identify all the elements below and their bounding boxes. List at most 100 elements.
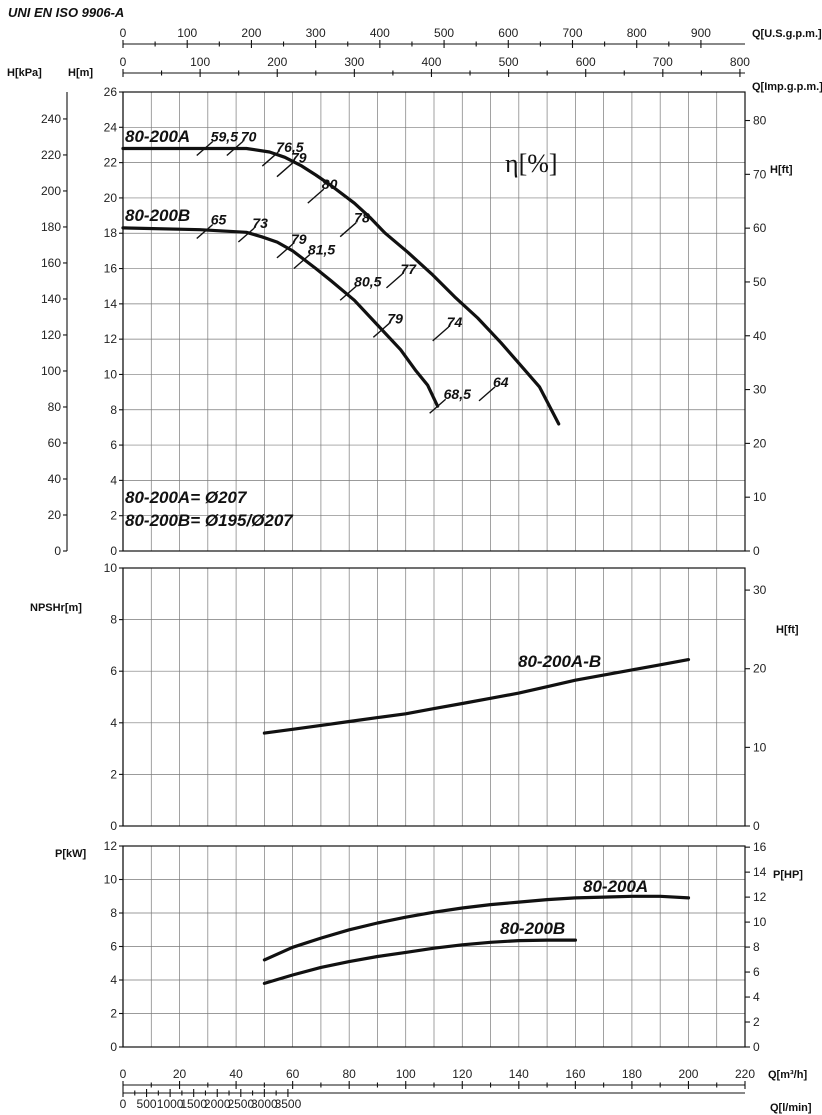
head-kpa-tick-label: 160 — [41, 256, 61, 270]
power-kw-tick-label: 10 — [104, 873, 118, 887]
head-ft-tick-label: 10 — [753, 490, 767, 504]
efficiency-label: 77 — [400, 261, 417, 277]
head-kpa-tick-label: 120 — [41, 328, 61, 342]
head-ft-tick-label: 30 — [753, 383, 767, 397]
x-m3h-tick-label: 20 — [173, 1067, 187, 1081]
power-hp-tick-label: 10 — [753, 915, 767, 929]
power-curve-80-200A — [262, 894, 691, 962]
x-m3h-label: Q[m³/h] — [768, 1069, 807, 1081]
power-hp-unit: P[HP] — [773, 869, 803, 881]
power-label-80-200B: 80-200B — [500, 919, 565, 938]
npsh-m-tick-label: 6 — [110, 664, 117, 678]
head-m-tick-label: 14 — [104, 297, 118, 311]
head-m-tick-label: 6 — [110, 438, 117, 452]
efficiency-label: 68,5 — [444, 386, 471, 402]
x-m3h-tick-label: 80 — [343, 1067, 357, 1081]
head-m-tick-label: 24 — [104, 120, 118, 134]
x-impgpm-tick-label: 300 — [344, 55, 364, 69]
head-kpa-tick-label: 180 — [41, 220, 61, 234]
efficiency-label: 64 — [493, 374, 509, 390]
npsh-ft-tick-label: 30 — [753, 583, 767, 597]
x-usgpm-tick-label: 0 — [120, 26, 127, 40]
annotation-diameter-a: 80-200A= Ø207 — [125, 488, 248, 507]
power-hp-tick-label: 14 — [753, 865, 767, 879]
head-m-tick-label: 4 — [110, 473, 117, 487]
x-impgpm-tick-label: 100 — [190, 55, 210, 69]
x-lmin-tick-label: 1500 — [180, 1097, 207, 1111]
x-lmin-tick-label: 2500 — [227, 1097, 254, 1111]
efficiency-mark — [478, 386, 496, 402]
head-kpa-tick-label: 240 — [41, 112, 61, 126]
efficiency-mark — [276, 243, 294, 259]
x-m3h-tick-label: 120 — [452, 1067, 472, 1081]
x-m3h-tick-label: 100 — [396, 1067, 416, 1081]
head-ft-tick-label: 40 — [753, 329, 767, 343]
x-impgpm-tick-label: 600 — [576, 55, 596, 69]
efficiency-mark — [196, 223, 214, 239]
efficiency-mark — [432, 326, 450, 342]
efficiency-label: 81,5 — [308, 241, 335, 257]
power-kw-tick-label: 0 — [110, 1040, 117, 1054]
x-lmin-tick-label: 2000 — [204, 1097, 231, 1111]
head-kpa-tick-label: 20 — [48, 508, 62, 522]
x-impgpm-label: Q[Imp.g.p.m.] — [752, 81, 822, 93]
efficiency-label: 70 — [241, 128, 257, 144]
power-hp-tick-label: 2 — [753, 1015, 760, 1029]
power-kw-tick-label: 8 — [110, 906, 117, 920]
efficiency-label: 79 — [291, 150, 307, 166]
head-m-tick-label: 20 — [104, 191, 118, 205]
head-m-tick-label: 12 — [104, 332, 118, 346]
efficiency-mark — [372, 322, 390, 338]
efficiency-mark — [293, 253, 311, 270]
head-ft-tick-label: 0 — [753, 544, 760, 558]
x-m3h-tick-label: 200 — [678, 1067, 698, 1081]
standard-title: UNI EN ISO 9906-A — [8, 5, 124, 20]
head-ft-tick-label: 50 — [753, 275, 767, 289]
npsh-m-tick-label: 2 — [110, 767, 117, 781]
power-curve-80-200B — [262, 938, 577, 985]
power-hp-tick-label: 8 — [753, 940, 760, 954]
power-hp-tick-label: 12 — [753, 890, 767, 904]
efficiency-mark — [339, 285, 357, 301]
head-kpa-tick-label: 60 — [48, 436, 62, 450]
efficiency-label: 79 — [291, 231, 307, 247]
x-lmin-tick-label: 3500 — [275, 1097, 302, 1111]
head-ft-tick-label: 20 — [753, 436, 767, 450]
efficiency-label: 79 — [387, 310, 403, 326]
x-usgpm-label: Q[U.S.g.p.m.] — [752, 28, 822, 40]
head-ft-tick-label: 80 — [753, 114, 767, 128]
efficiency-label: 80,5 — [354, 273, 381, 289]
head-kpa-tick-label: 140 — [41, 292, 61, 306]
head-kpa-tick-label: 0 — [54, 544, 61, 558]
efficiency-label: 76,5 — [276, 139, 303, 155]
head-m-tick-label: 0 — [110, 544, 117, 558]
power-kw-tick-label: 12 — [104, 839, 118, 853]
x-usgpm-tick-label: 300 — [306, 26, 326, 40]
head-ft-unit: H[ft] — [770, 164, 793, 176]
x-lmin-tick-label: 1000 — [157, 1097, 184, 1111]
npsh-ft-tick-label: 20 — [753, 662, 767, 676]
efficiency-label: 65 — [211, 211, 227, 227]
x-impgpm-tick-label: 700 — [653, 55, 673, 69]
efficiency-mark — [276, 162, 294, 178]
head-curve-80-200A — [121, 146, 561, 426]
x-impgpm-tick-label: 0 — [120, 55, 127, 69]
head-label-80-200B: 80-200B — [125, 206, 190, 225]
annotation-diameter-b: 80-200B= Ø195/Ø207 — [125, 511, 294, 530]
power-hp-tick-label: 4 — [753, 990, 760, 1004]
curves-layer — [121, 140, 691, 985]
head-m-unit: H[m] — [68, 67, 93, 79]
x-usgpm-tick-label: 800 — [627, 26, 647, 40]
npsh-ft-tick-label: 0 — [753, 819, 760, 833]
x-lmin-tick-label: 500 — [137, 1097, 157, 1111]
x-m3h-tick-label: 180 — [622, 1067, 642, 1081]
head-m-tick-label: 10 — [104, 367, 118, 381]
head-m-tick-label: 2 — [110, 509, 117, 523]
head-kpa-tick-label: 220 — [41, 148, 61, 162]
x-impgpm-tick-label: 200 — [267, 55, 287, 69]
x-m3h-tick-label: 140 — [509, 1067, 529, 1081]
x-usgpm-tick-label: 200 — [241, 26, 261, 40]
head-m-tick-label: 18 — [104, 226, 118, 240]
npsh-m-tick-label: 8 — [110, 613, 117, 627]
x-m3h-tick-label: 40 — [229, 1067, 243, 1081]
